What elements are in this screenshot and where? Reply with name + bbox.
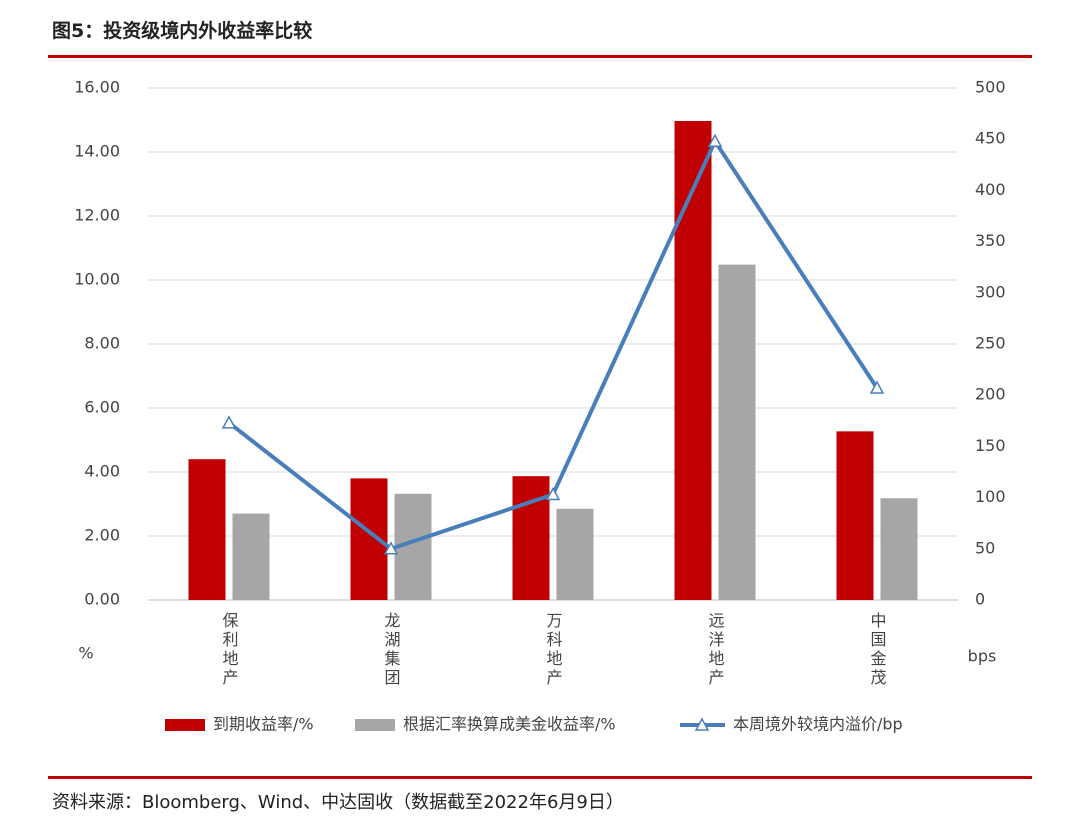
x-tick-label: 万科地产 [544,612,563,688]
x-tick-label: 保利地产 [220,612,239,688]
rule [48,776,1032,779]
marker [869,380,885,394]
y-tick-label: 10.00 [74,270,120,289]
marker [545,486,561,501]
legend-swatch [355,719,395,731]
y2-tick-label: 100 [975,487,1006,506]
bar [556,508,594,600]
y-axis-label: % [78,644,93,663]
marker [707,133,723,147]
legend-label: 根据汇率换算成美金收益率/% [403,715,616,734]
y2-tick-label: 450 [975,129,1006,148]
y2-tick-label: 400 [975,180,1006,199]
y-tick-label: 2.00 [84,526,120,545]
bar [512,476,550,600]
y-tick-label: 4.00 [84,462,120,481]
x-tick-label: 远洋地产 [706,612,725,688]
y-tick-label: 16.00 [74,78,120,97]
y-tick-label: 8.00 [84,334,120,353]
marker [221,415,237,429]
y2-tick-label: 0 [975,590,985,609]
y2-tick-label: 350 [975,231,1006,250]
legend-label: 本周境外较境内溢价/bp [733,715,903,734]
marker [383,541,399,555]
source: 资料来源：Bloomberg、Wind、中达固收（数据截至2022年6月9日） [52,792,624,813]
y2-tick-label: 150 [975,436,1006,455]
y2-tick-label: 500 [975,78,1006,97]
bar [674,120,712,601]
rule [48,55,1032,58]
legend-swatch [694,717,710,731]
y-tick-label: 0.00 [84,590,120,609]
y-tick-label: 6.00 [84,398,120,417]
y-tick-label: 14.00 [74,142,120,161]
bar [880,498,918,600]
bar [718,264,756,600]
bar [232,513,270,600]
y2-tick-label: 200 [975,385,1006,404]
y2-tick-label: 250 [975,334,1006,353]
x-tick-label: 龙湖集团 [382,612,401,688]
y-tick-label: 12.00 [74,206,120,225]
legend-label: 到期收益率/% [213,715,314,734]
bar [188,459,226,600]
y2-tick-label: 50 [975,538,995,557]
x-tick-label: 中国金茂 [868,612,887,688]
y2-axis-label: bps [968,647,997,666]
y2-tick-label: 300 [975,282,1006,301]
bar [836,431,874,600]
chart-title: 图5：投资级境内外收益率比较 [52,20,313,42]
legend-swatch [165,719,205,731]
bar [350,478,388,600]
